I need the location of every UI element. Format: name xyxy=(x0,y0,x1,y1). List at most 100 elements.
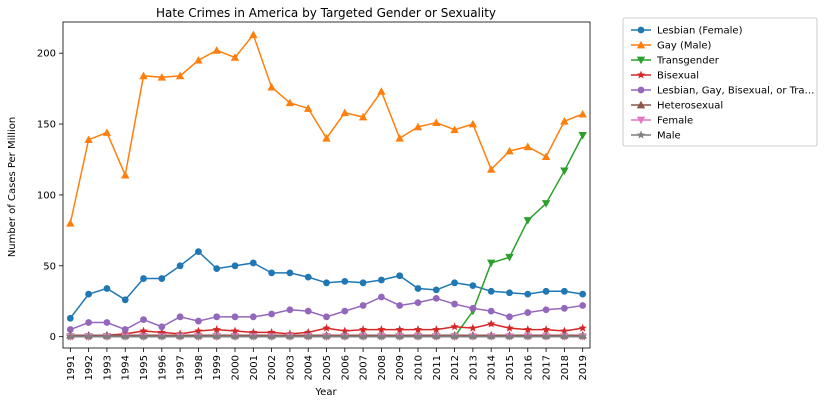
data-point xyxy=(541,325,551,334)
data-point xyxy=(340,332,349,341)
data-point xyxy=(560,332,569,341)
legend-marker xyxy=(636,130,646,139)
x-tick-label: 2006 xyxy=(340,355,351,380)
data-point xyxy=(176,313,184,321)
data-point xyxy=(286,269,294,277)
data-point xyxy=(578,132,587,140)
legend-marker xyxy=(636,40,646,49)
data-point xyxy=(396,302,404,309)
data-point xyxy=(323,279,330,287)
data-point xyxy=(66,332,75,341)
data-point xyxy=(578,323,587,332)
legend-marker xyxy=(636,116,646,125)
data-point xyxy=(249,313,257,321)
legend-label: Lesbian, Gay, Bisexual, or Tra… xyxy=(657,86,815,97)
data-point xyxy=(212,325,221,334)
data-point xyxy=(506,289,513,297)
series-7 xyxy=(66,332,587,341)
data-point xyxy=(451,279,458,287)
data-point xyxy=(230,326,240,335)
data-point xyxy=(285,98,295,107)
data-point xyxy=(524,290,532,298)
data-point xyxy=(304,273,312,281)
x-tick-label: 2004 xyxy=(304,355,315,380)
data-point xyxy=(486,165,496,173)
data-point xyxy=(560,304,568,312)
legend-item: Heterosexual xyxy=(631,101,723,112)
data-point xyxy=(249,30,258,39)
x-tick-label: 2013 xyxy=(468,355,479,380)
data-point xyxy=(341,307,349,315)
x-tick-label: 1993 xyxy=(102,355,113,380)
series-2 xyxy=(66,132,587,341)
data-point xyxy=(267,83,276,91)
data-point xyxy=(505,323,514,332)
data-point xyxy=(268,310,276,318)
data-point xyxy=(194,332,203,341)
x-tick-label: 2005 xyxy=(322,355,333,380)
data-point xyxy=(541,332,551,341)
data-point xyxy=(85,319,93,326)
data-point xyxy=(359,279,367,287)
x-axis-label: Year xyxy=(314,387,337,398)
data-point xyxy=(560,117,569,125)
data-point xyxy=(158,323,166,331)
data-point xyxy=(194,56,203,64)
x-tick-label: 1994 xyxy=(121,355,132,380)
data-point xyxy=(304,104,313,112)
data-point xyxy=(487,319,496,328)
chart-title: Hate Crimes in America by Targeted Gende… xyxy=(156,6,496,20)
data-point xyxy=(450,332,459,341)
data-point xyxy=(395,332,404,341)
data-point xyxy=(468,332,478,341)
y-tick-label: 0 xyxy=(50,332,56,343)
data-point xyxy=(396,272,404,280)
data-point xyxy=(194,326,203,335)
data-point xyxy=(103,285,111,292)
data-point xyxy=(175,71,185,80)
y-tick-label: 100 xyxy=(37,190,56,201)
x-tick-label: 2008 xyxy=(377,355,388,380)
data-point xyxy=(432,286,440,294)
data-point xyxy=(340,326,349,335)
legend-item: Transgender xyxy=(631,56,720,67)
data-point xyxy=(139,332,148,341)
x-tick-label: 2010 xyxy=(413,355,424,380)
data-point xyxy=(432,332,441,341)
data-point xyxy=(486,259,496,268)
x-tick-label: 2018 xyxy=(560,355,571,380)
data-point xyxy=(102,128,112,136)
data-point xyxy=(213,313,221,321)
data-point xyxy=(359,302,367,309)
data-point xyxy=(84,135,93,144)
data-point xyxy=(523,142,532,151)
data-point xyxy=(487,307,495,315)
series-4 xyxy=(66,293,587,333)
x-tick-label: 2012 xyxy=(450,355,461,380)
data-point xyxy=(413,325,423,334)
data-point xyxy=(542,287,550,295)
data-point xyxy=(140,275,147,282)
x-tick-label: 1998 xyxy=(194,355,205,380)
data-point xyxy=(395,325,404,334)
series-1 xyxy=(66,30,587,227)
data-point xyxy=(230,332,240,341)
data-point xyxy=(414,299,422,307)
data-point xyxy=(66,314,74,322)
legend-label: Male xyxy=(657,131,681,142)
x-tick-label: 2003 xyxy=(285,355,296,380)
legend-marker xyxy=(637,86,645,94)
data-point xyxy=(341,277,349,285)
data-point xyxy=(140,316,147,324)
x-tick-label: 1995 xyxy=(139,355,150,380)
data-point xyxy=(121,296,129,304)
data-point xyxy=(231,262,239,270)
data-point xyxy=(213,265,221,273)
data-point xyxy=(176,262,184,270)
data-point xyxy=(304,332,313,341)
y-tick-label: 150 xyxy=(37,120,56,131)
data-point xyxy=(212,46,221,54)
data-point xyxy=(157,73,167,81)
data-point xyxy=(267,332,276,341)
